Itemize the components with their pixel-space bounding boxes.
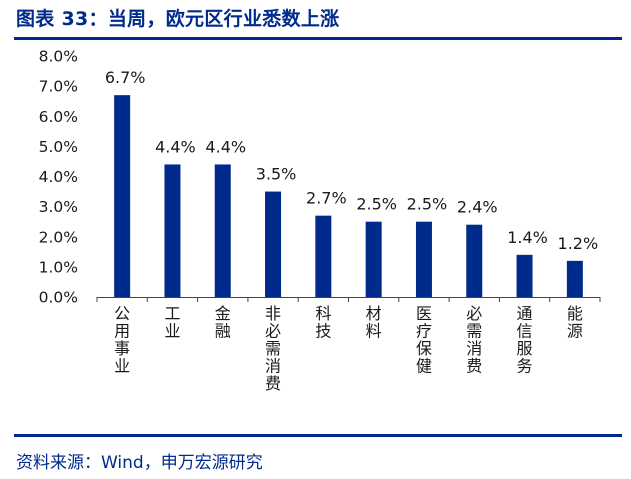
x-axis [96,297,601,302]
y-tick-label: 3.0% [39,198,78,216]
figure-title: 图表 33：当周，欧元区行业悉数上涨 [16,8,340,30]
y-tick-label: 6.0% [39,108,78,126]
category-label: 公用事业 [114,304,130,376]
title-rule [14,37,622,40]
data-label: 2.4% [457,198,498,217]
data-label: 2.7% [306,189,347,208]
bar [516,254,533,297]
category-label: 通信服务 [517,304,533,376]
data-label: 4.4% [155,137,196,156]
category-label: 工业 [164,304,180,341]
category-label: 医疗保健 [416,304,432,376]
bar [164,164,181,297]
data-label: 3.5% [256,165,297,184]
data-label: 1.2% [558,234,599,253]
category-label: 能源 [567,304,583,341]
bar [214,164,231,297]
y-tick-label: 4.0% [39,168,78,186]
y-axis: 0.0% 1.0% 2.0% 3.0% 4.0% 5.0% 6.0% 7.0% 8.0% [39,48,78,307]
category-label: 金融 [215,304,231,341]
source-rule [14,434,622,437]
y-tick-label: 5.0% [39,138,78,156]
bar [466,224,483,297]
bar-series [114,95,583,297]
category-label: 必需消费 [466,304,482,376]
category-label: 科技 [315,304,331,341]
data-label: 6.7% [105,68,146,87]
bar [114,95,131,297]
bar [265,191,282,297]
category-label: 材料 [366,304,382,341]
y-tick-label: 7.0% [39,78,78,96]
data-label: 4.4% [205,137,246,156]
bar [415,221,432,297]
category-label: 非必需消费 [265,304,281,393]
bar [566,260,583,297]
y-tick-label: 1.0% [39,258,78,276]
y-tick-label: 0.0% [39,289,78,307]
y-tick-label: 2.0% [39,228,78,246]
bar [365,221,382,297]
data-label: 1.4% [507,228,548,247]
data-label: 2.5% [407,195,448,214]
data-labels: 6.7% 4.4% 4.4% 3.5% 2.7% 2.5% 2.5% 2.4% 1.4% 1.2% [105,68,598,253]
y-tick-label: 8.0% [39,48,78,66]
data-label: 2.5% [356,195,397,214]
bar [315,215,332,297]
figure-source: 资料来源：Wind，申万宏源研究 [16,453,263,473]
